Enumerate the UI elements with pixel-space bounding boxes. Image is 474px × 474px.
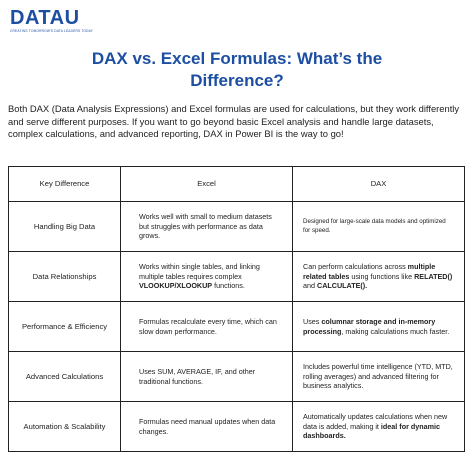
dax-text: Can perform calculations across xyxy=(303,262,408,272)
header-dax: DAX xyxy=(292,166,465,202)
row-dax: Uses columnar storage and in-memory proc… xyxy=(292,301,465,352)
row-key: Data Relationships xyxy=(8,251,121,302)
row-key: Advanced Calculations xyxy=(8,351,121,402)
excel-bold: VLOOKUP/XLOOKUP xyxy=(139,281,213,291)
row-excel: Formulas need manual updates when data c… xyxy=(120,401,293,452)
table-row: Automation & Scalability Formulas need m… xyxy=(8,401,465,452)
logo-wordmark: DATAU xyxy=(10,7,80,29)
row-dax: Automatically updates calculations when … xyxy=(292,401,465,452)
table-row: Handling Big Data Works well with small … xyxy=(8,201,465,252)
table-row: Performance & Efficiency Formulas recalc… xyxy=(8,301,465,352)
dax-bold-related: RELATED() xyxy=(414,271,453,281)
title-line-1: DAX vs. Excel Formulas: What’s the xyxy=(91,49,383,68)
row-key: Automation & Scalability xyxy=(8,401,121,452)
logo-tagline: CREATING TOMORROW'S DATA LEADERS TODAY xyxy=(10,29,94,33)
dax-text-mid: using functions like xyxy=(349,271,415,281)
header-key-difference: Key Difference xyxy=(8,166,121,202)
header-excel: Excel xyxy=(120,166,293,202)
dax-bold: columnar storage and in-memory processin… xyxy=(303,316,436,336)
dax-text-and: and xyxy=(303,281,317,291)
row-excel: Works within single tables, and linking … xyxy=(120,251,293,302)
datau-logo: DATAU CREATING TOMORROW'S DATA LEADERS T… xyxy=(10,8,93,33)
row-excel: Uses SUM, AVERAGE, IF, and other traditi… xyxy=(120,351,293,402)
row-dax: Designed for large-scale data models and… xyxy=(292,201,465,252)
row-dax: Can perform calculations across multiple… xyxy=(292,251,465,302)
row-key: Handling Big Data xyxy=(8,201,121,252)
comparison-table: Key Difference Excel DAX Handling Big Da… xyxy=(8,166,465,452)
intro-paragraph: Both DAX (Data Analysis Expressions) and… xyxy=(8,103,460,139)
excel-text-end: functions. xyxy=(212,281,245,291)
dax-bold: ideal for dynamic dashboards. xyxy=(303,421,441,441)
row-excel: Works well with small to medium datasets… xyxy=(120,201,293,252)
row-excel: Formulas recalculate every time, which c… xyxy=(120,301,293,352)
dax-bold-calculate: CALCULATE(). xyxy=(317,281,368,291)
dax-text: Uses xyxy=(303,316,322,326)
table-header-row: Key Difference Excel DAX xyxy=(8,166,465,202)
dax-bold: multiple related tables xyxy=(303,262,436,281)
table-row: Data Relationships Works within single t… xyxy=(8,251,465,302)
excel-text: Works within single tables, and linking … xyxy=(139,262,260,281)
row-dax: Includes powerful time intelligence (YTD… xyxy=(292,351,465,402)
dax-text-end: , making calculations much faster. xyxy=(341,326,450,336)
title-line-2: Difference? xyxy=(190,71,284,90)
dax-text: Automatically updates calculations when … xyxy=(303,412,448,431)
table-row: Advanced Calculations Uses SUM, AVERAGE,… xyxy=(8,351,465,402)
page-title: DAX vs. Excel Formulas: What’s the Diffe… xyxy=(0,48,474,92)
row-key: Performance & Efficiency xyxy=(8,301,121,352)
